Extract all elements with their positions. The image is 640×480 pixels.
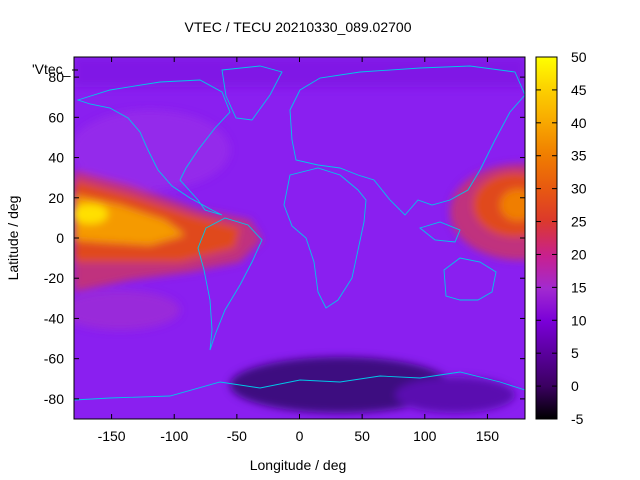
colorbar-tick-label: -5	[571, 411, 584, 427]
x-tick-label: 150	[476, 428, 500, 444]
heatmap-anomaly-west-pacific-mid	[473, 173, 525, 237]
y-tick-label: 60	[48, 109, 64, 125]
heatmap-region-south-indian	[395, 377, 515, 413]
y-tick-label: 80	[48, 69, 64, 85]
heatmap-anomaly-west-pacific-inner	[500, 189, 525, 221]
colorbar	[535, 56, 558, 420]
heatmap-region-north-americas	[74, 110, 230, 190]
colorbar-tick-label: 45	[571, 82, 587, 98]
x-tick-label: 100	[413, 428, 437, 444]
colorbar-tick-label: 0	[571, 378, 579, 394]
x-axis-ticks: -150 -100 -50 0 50 100 150	[98, 57, 500, 444]
y-tick-label: -20	[44, 270, 64, 286]
y-axis-ticks: 80 60 40 20 0 -20 -40 -60 -80	[44, 69, 525, 407]
colorbar-tick-label: 25	[571, 214, 587, 230]
heatmap-plot-area	[74, 57, 525, 419]
coastline-southeast-asia	[419, 221, 461, 243]
legend-key-label: 'Vtec_	[32, 61, 71, 77]
y-tick-label: 40	[48, 150, 64, 166]
colorbar-tick-label: 50	[571, 49, 587, 65]
coastline-africa	[283, 167, 367, 309]
y-tick-label: 0	[56, 230, 64, 246]
x-axis-label: Longitude / deg	[250, 457, 347, 473]
heatmap-anomaly-peak	[74, 204, 108, 224]
x-tick-label: 50	[354, 428, 370, 444]
coastline-greenland	[221, 65, 283, 121]
colorbar-tick-label: 15	[571, 279, 587, 295]
x-tick-label: -150	[98, 428, 126, 444]
colorbar-tick-label: 35	[571, 148, 587, 164]
colorbar-tick-label: 10	[571, 312, 587, 328]
coastline-north-america	[76, 79, 231, 216]
x-tick-label: -50	[227, 428, 247, 444]
chart-title: VTEC / TECU 20210330_089.02700	[184, 19, 411, 35]
colorbar-tick-label: 30	[571, 181, 587, 197]
coastline-antarctica	[74, 371, 525, 419]
coastline-australia	[443, 257, 497, 301]
colorbar-tick-label: 20	[571, 246, 587, 262]
colorbar-tick-label: 5	[571, 345, 579, 361]
coastline-overlay	[74, 65, 525, 419]
heatmap-region-south-pacific	[74, 290, 180, 330]
y-tick-label: -60	[44, 351, 64, 367]
heatmap-region-south-polar	[230, 357, 450, 413]
x-tick-label: 0	[296, 428, 304, 444]
y-tick-label: 20	[48, 190, 64, 206]
colorbar-tick-label: 40	[571, 115, 587, 131]
y-tick-label: -40	[44, 310, 64, 326]
coastline-eurasia	[289, 65, 525, 216]
coastline-south-america	[197, 217, 263, 351]
y-axis-label: Latitude / deg	[5, 196, 21, 281]
y-tick-label: -80	[44, 391, 64, 407]
x-tick-label: -100	[160, 428, 188, 444]
